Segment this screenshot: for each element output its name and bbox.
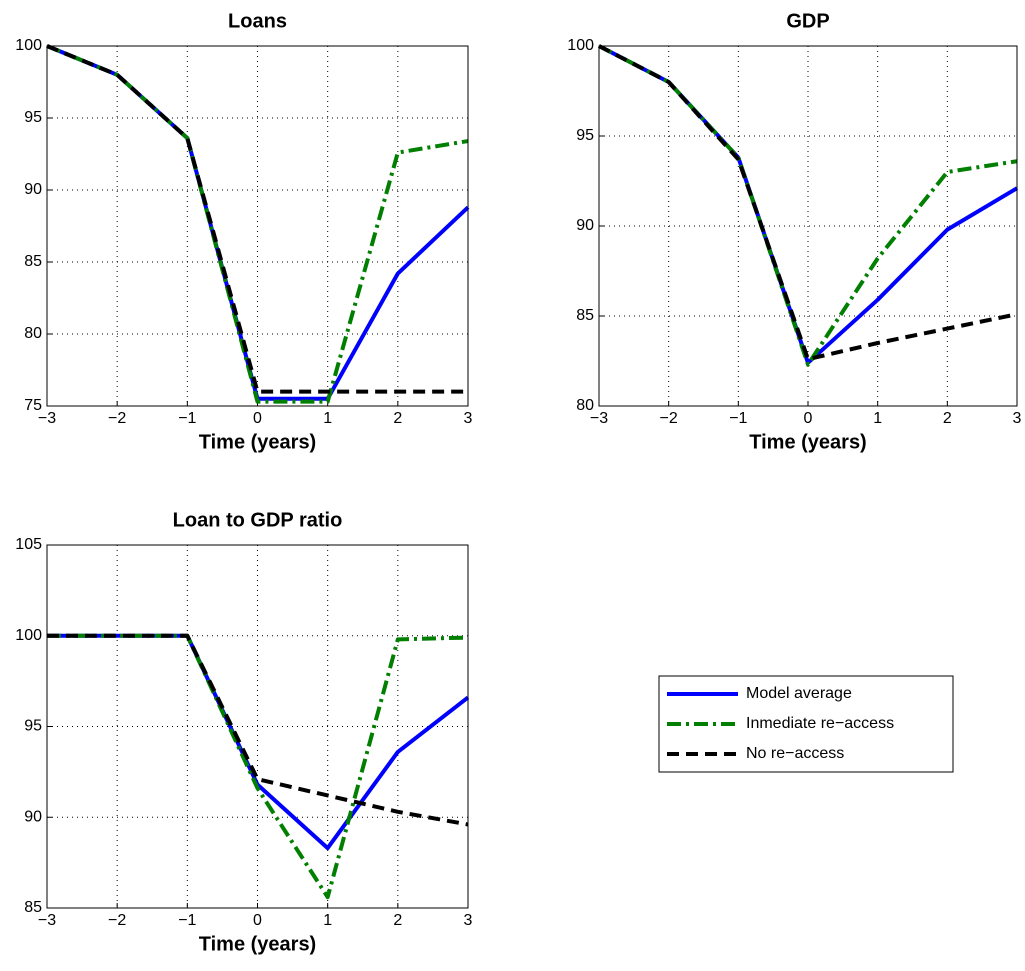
series-line <box>598 44 1018 367</box>
y-tick-label: 80 <box>24 325 42 342</box>
x-tick-label: 2 <box>393 410 402 427</box>
x-tick-label: 1 <box>323 410 332 427</box>
x-tick-label: −3 <box>590 410 608 427</box>
x-tick-label: −2 <box>108 410 126 427</box>
x-tick-label: −2 <box>660 410 678 427</box>
x-tick-label: −2 <box>108 912 126 929</box>
x-tick-label: 0 <box>253 912 262 929</box>
series-line <box>46 44 469 404</box>
x-axis-label: Time (years) <box>749 431 866 453</box>
x-tick-label: 1 <box>323 912 332 929</box>
x-tick-label: −3 <box>38 912 56 929</box>
series-line <box>47 633 469 827</box>
y-tick-label: 85 <box>576 307 594 324</box>
legend-label: No re−access <box>746 745 844 762</box>
y-tick-label: 75 <box>24 397 42 414</box>
y-tick-label: 100 <box>15 627 42 644</box>
x-axis-label: Time (years) <box>199 431 316 453</box>
x-tick-label: 3 <box>464 410 473 427</box>
x-tick-label: 1 <box>873 410 882 427</box>
y-tick-label: 90 <box>24 181 42 198</box>
legend-label: Model average <box>746 685 852 702</box>
chart-title: Loan to GDP ratio <box>173 509 343 531</box>
x-tick-label: 3 <box>464 912 473 929</box>
x-tick-label: 2 <box>943 410 952 427</box>
x-tick-label: −1 <box>178 912 196 929</box>
series-line <box>598 44 1018 362</box>
y-tick-label: 85 <box>24 899 42 916</box>
x-tick-label: 0 <box>253 410 262 427</box>
x-tick-label: −1 <box>729 410 747 427</box>
y-tick-label: 85 <box>24 253 42 270</box>
y-tick-label: 90 <box>24 808 42 825</box>
axes-frame <box>598 45 1018 407</box>
x-axis-label: Time (years) <box>199 933 316 955</box>
x-tick-label: −1 <box>178 410 196 427</box>
x-tick-label: 0 <box>804 410 813 427</box>
axes-frame <box>46 544 469 909</box>
y-tick-label: 105 <box>15 536 42 553</box>
legend-label: Inmediate re−access <box>746 715 894 732</box>
x-tick-label: 3 <box>1013 410 1022 427</box>
x-tick-label: 2 <box>393 912 402 929</box>
series-line <box>47 633 469 900</box>
y-tick-label: 80 <box>576 397 594 414</box>
chart-title: GDP <box>786 10 829 32</box>
y-tick-label: 95 <box>24 718 42 735</box>
y-tick-label: 90 <box>576 217 594 234</box>
y-tick-label: 100 <box>567 37 594 54</box>
axes-frame <box>46 45 469 407</box>
series-line <box>46 44 468 394</box>
y-tick-label: 95 <box>576 127 594 144</box>
x-tick-label: −3 <box>38 410 56 427</box>
y-tick-label: 95 <box>24 109 42 126</box>
y-tick-label: 100 <box>15 37 42 54</box>
chart-title: Loans <box>228 10 287 32</box>
